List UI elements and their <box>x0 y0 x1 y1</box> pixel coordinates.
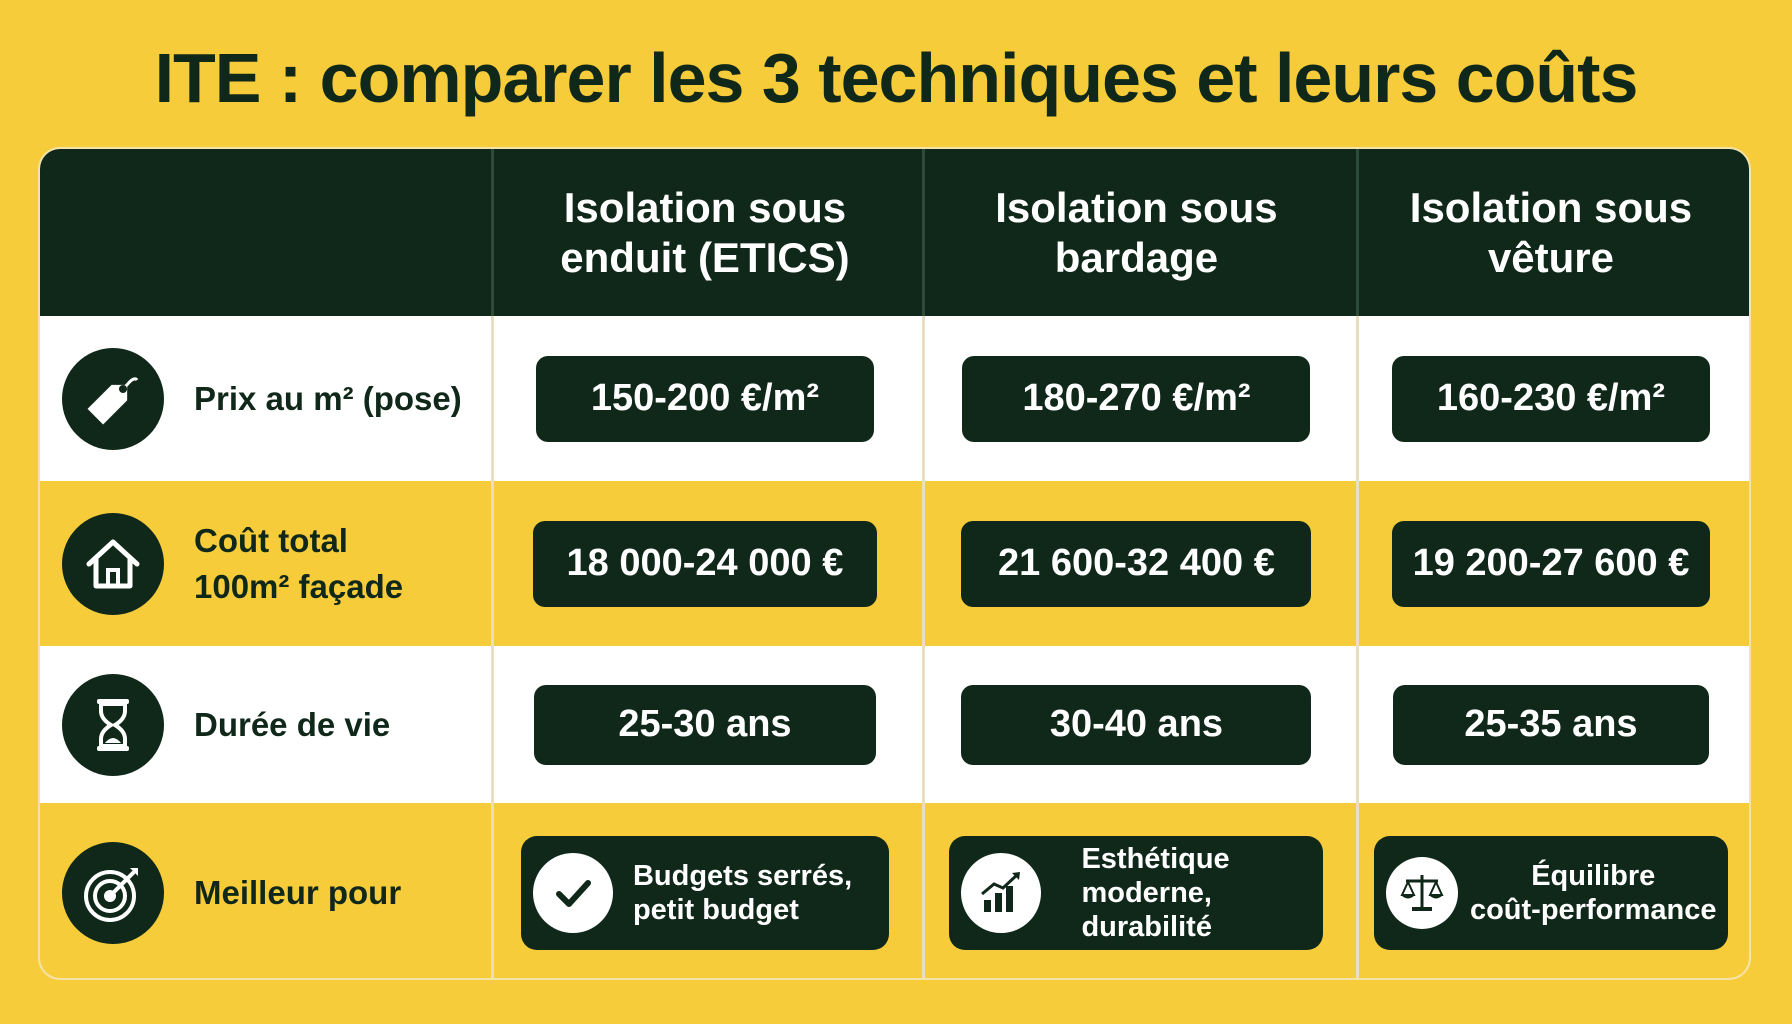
row-label-cell: Prix au m² (pose) <box>40 316 490 481</box>
header-bardage-label: Isolation sous bardage <box>995 183 1278 281</box>
table-row-best-for: Meilleur pour Budgets serrés, petit budg… <box>40 803 1749 978</box>
page-title: ITE : comparer les 3 techniques et leurs… <box>154 39 1639 117</box>
value-cell: 150-200 €/m² <box>490 316 920 481</box>
header-etics: Isolation sous enduit (ETICS) <box>490 149 920 316</box>
value-pill: 21 600-32 400 € <box>961 520 1312 607</box>
value-pill: 30-40 ans <box>961 684 1312 765</box>
header-empty-cell <box>40 149 490 316</box>
value-cell: Esthétique moderne, durabilité <box>920 803 1353 978</box>
best-for-text: Équilibre coût-performance <box>1469 859 1717 926</box>
value-cell: 25-30 ans <box>490 646 920 803</box>
row-label-best-for: Meilleur pour <box>194 873 402 911</box>
row-label-price: Prix au m² (pose) <box>194 379 462 417</box>
row-label-cell: Durée de vie <box>40 646 490 803</box>
table-row-total-cost: Coût total 100m² façade 18 000-24 000 € … <box>40 481 1749 646</box>
value-cell: Équilibre coût-performance <box>1353 803 1749 978</box>
value-pill: 18 000-24 000 € <box>532 520 877 607</box>
value-cell: 160-230 €/m² <box>1353 316 1749 481</box>
table-row-price: Prix au m² (pose) 150-200 €/m² 180-270 €… <box>40 316 1749 481</box>
best-for-pill: Esthétique moderne, durabilité <box>949 835 1324 950</box>
price-tag-icon <box>62 347 164 450</box>
hourglass-icon <box>62 673 164 776</box>
value-cell: 18 000-24 000 € <box>490 481 920 646</box>
growth-chart-icon <box>961 852 1042 933</box>
value-cell: Budgets serrés, petit budget <box>490 803 920 978</box>
value-cell: 180-270 €/m² <box>920 316 1353 481</box>
header-veture-label: Isolation sous vêture <box>1409 183 1693 281</box>
table-row-lifespan: Durée de vie 25-30 ans 30-40 ans 25-35 a… <box>40 646 1749 803</box>
value-pill: 19 200-27 600 € <box>1391 520 1710 607</box>
best-for-pill: Budgets serrés, petit budget <box>520 835 889 950</box>
row-label-total-cost: Coût total 100m² façade <box>194 521 404 605</box>
header-bardage: Isolation sous bardage <box>920 149 1353 316</box>
row-label-cell: Coût total 100m² façade <box>40 481 490 646</box>
value-cell: 21 600-32 400 € <box>920 481 1353 646</box>
value-pill: 160-230 €/m² <box>1391 355 1710 442</box>
value-pill: 150-200 €/m² <box>535 355 874 442</box>
table-header-row: Isolation sous enduit (ETICS) Isolation … <box>40 149 1749 316</box>
comparison-table: Isolation sous enduit (ETICS) Isolation … <box>38 147 1751 980</box>
checkmark-icon <box>532 852 613 933</box>
best-for-text: Esthétique moderne, durabilité <box>1081 842 1230 943</box>
value-pill: 25-35 ans <box>1392 684 1709 765</box>
house-icon <box>62 512 164 615</box>
row-label-cell: Meilleur pour <box>40 803 490 978</box>
value-cell: 30-40 ans <box>920 646 1353 803</box>
value-cell: 25-35 ans <box>1353 646 1749 803</box>
row-label-lifespan: Durée de vie <box>194 705 391 743</box>
value-pill: 25-30 ans <box>533 684 876 765</box>
value-cell: 19 200-27 600 € <box>1353 481 1749 646</box>
target-icon <box>62 841 164 944</box>
balance-scale-icon <box>1385 856 1458 929</box>
best-for-text: Budgets serrés, petit budget <box>632 859 853 926</box>
value-pill: 180-270 €/m² <box>962 355 1311 442</box>
header-veture: Isolation sous vêture <box>1353 149 1749 316</box>
best-for-pill: Équilibre coût-performance <box>1373 835 1728 950</box>
header-etics-label: Isolation sous enduit (ETICS) <box>560 183 850 281</box>
